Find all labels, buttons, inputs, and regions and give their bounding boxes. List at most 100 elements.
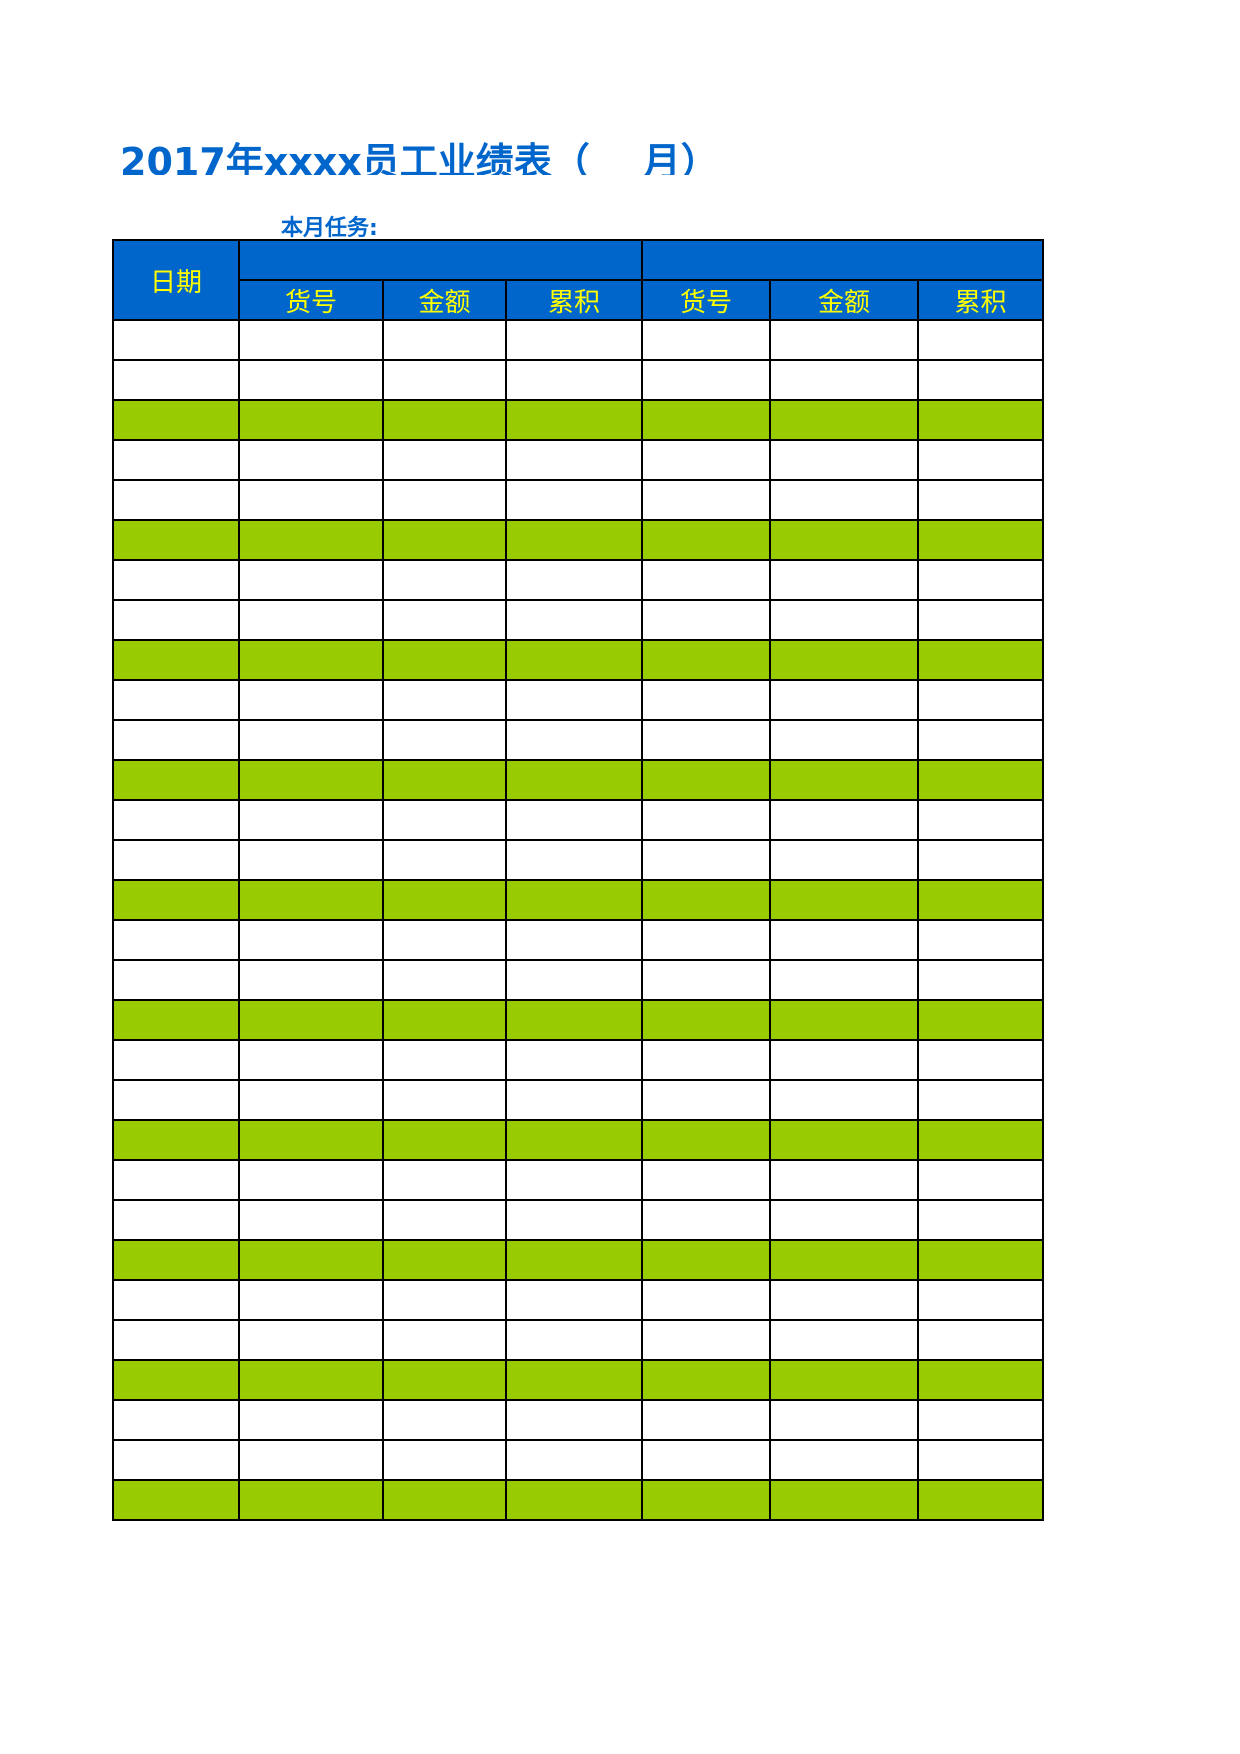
cell xyxy=(238,1199,384,1241)
cell xyxy=(917,639,1044,681)
row xyxy=(112,959,1044,1001)
row xyxy=(112,1079,1044,1121)
cell xyxy=(238,439,384,481)
sub-header: 货号 xyxy=(641,279,771,321)
cell xyxy=(641,799,771,841)
cell xyxy=(641,319,771,361)
cell xyxy=(112,519,240,561)
cell xyxy=(112,719,240,761)
cell xyxy=(112,1479,240,1521)
cell xyxy=(505,439,643,481)
cell xyxy=(112,879,240,921)
cell xyxy=(112,1039,240,1081)
cell xyxy=(238,719,384,761)
cell xyxy=(769,799,919,841)
cell xyxy=(917,359,1044,401)
cell xyxy=(382,1119,507,1161)
cell xyxy=(917,319,1044,361)
cell xyxy=(917,479,1044,521)
cell xyxy=(505,1359,643,1401)
performance-table: 日期 货号 金额 累积 货号 金额 累积 xyxy=(112,239,1044,1521)
cell xyxy=(238,839,384,881)
cell xyxy=(769,999,919,1041)
cell xyxy=(238,399,384,441)
cell xyxy=(769,599,919,641)
cell xyxy=(112,1399,240,1441)
cell xyxy=(382,839,507,881)
cell xyxy=(238,1159,384,1201)
cell xyxy=(641,679,771,721)
cell xyxy=(769,1199,919,1241)
cell xyxy=(112,1199,240,1241)
cell xyxy=(112,799,240,841)
cell xyxy=(917,1199,1044,1241)
cell xyxy=(917,999,1044,1041)
cell xyxy=(917,399,1044,441)
cell xyxy=(505,1239,643,1281)
sub-header: 金额 xyxy=(382,279,507,321)
cell xyxy=(238,1479,384,1521)
cell xyxy=(238,959,384,1001)
cell xyxy=(641,759,771,801)
cell xyxy=(112,1439,240,1481)
cell xyxy=(112,359,240,401)
row xyxy=(112,1399,1044,1441)
cell xyxy=(238,559,384,601)
row xyxy=(112,319,1044,361)
cell xyxy=(238,759,384,801)
date-header: 日期 xyxy=(112,239,240,321)
cell xyxy=(112,639,240,681)
cell xyxy=(505,1279,643,1321)
cell xyxy=(769,759,919,801)
cell xyxy=(238,479,384,521)
row xyxy=(112,399,1044,441)
cell xyxy=(769,1479,919,1521)
cell xyxy=(112,479,240,521)
cell xyxy=(505,1199,643,1241)
cell xyxy=(505,919,643,961)
cell xyxy=(505,999,643,1041)
cell xyxy=(769,1239,919,1281)
table-body: 日期 货号 金额 累积 货号 金额 累积 xyxy=(112,239,1044,1521)
cell xyxy=(769,479,919,521)
cell xyxy=(238,1079,384,1121)
task-label: 本月任务: xyxy=(281,216,378,241)
cell xyxy=(382,359,507,401)
cell xyxy=(917,1079,1044,1121)
cell xyxy=(917,1359,1044,1401)
row xyxy=(112,439,1044,481)
row xyxy=(112,879,1044,921)
cell xyxy=(917,839,1044,881)
cell xyxy=(505,359,643,401)
cell xyxy=(382,1439,507,1481)
cell xyxy=(112,759,240,801)
cell xyxy=(917,1159,1044,1201)
row xyxy=(112,799,1044,841)
cell xyxy=(238,639,384,681)
cell xyxy=(641,1239,771,1281)
cell xyxy=(641,999,771,1041)
cell xyxy=(917,1399,1044,1441)
cell xyxy=(382,1199,507,1241)
cell xyxy=(769,559,919,601)
cell xyxy=(505,719,643,761)
row xyxy=(112,599,1044,641)
cell xyxy=(769,959,919,1001)
cell xyxy=(917,519,1044,561)
cell xyxy=(505,1479,643,1521)
cell xyxy=(641,519,771,561)
cell xyxy=(769,1439,919,1481)
cell xyxy=(382,719,507,761)
cell xyxy=(917,959,1044,1001)
row xyxy=(112,679,1044,721)
row xyxy=(112,559,1044,601)
cell xyxy=(641,1399,771,1441)
cell xyxy=(382,599,507,641)
cell xyxy=(641,1079,771,1121)
cell xyxy=(112,439,240,481)
cell xyxy=(112,959,240,1001)
cell xyxy=(769,639,919,681)
cell xyxy=(112,599,240,641)
cell xyxy=(917,879,1044,921)
cell xyxy=(917,719,1044,761)
